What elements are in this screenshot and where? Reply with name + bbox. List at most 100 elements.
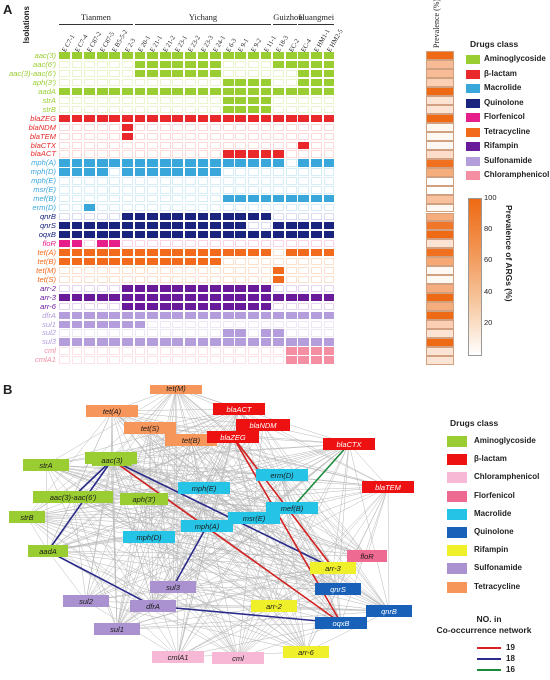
heatmap-cell [311,320,322,328]
prevalence-cell [426,302,454,311]
heatmap-cell [185,69,196,78]
legend-label: Aminoglycoside [484,54,546,63]
heatmap-cell [285,52,297,60]
network-node: blaACT [213,403,265,415]
prevalence-cell [426,212,454,222]
heatmap-cell [311,168,322,176]
heatmap-cell [59,231,70,239]
heatmap-cell [109,231,121,239]
cooccurrence-legend-label: 18 [506,654,515,663]
heatmap-cell [210,356,221,364]
heatmap-cell [96,132,108,140]
heatmap-cell [172,275,184,284]
heatmap-cell [235,302,247,310]
network-node: sul3 [150,581,196,593]
heatmap-cell [134,239,146,248]
heatmap-cell [109,266,121,275]
group-divider-line [298,24,335,25]
network-edge [237,507,293,659]
network-edge [116,536,150,630]
gene-label: tet(S) [37,274,56,284]
heatmap-cell [323,132,335,140]
heatmap-cell [285,87,297,96]
heatmap-cell [235,186,247,194]
heatmap-cell [147,213,158,221]
network-edge [148,536,307,653]
heatmap-cell [59,195,70,203]
heatmap-cell [235,69,247,78]
heatmap-cell [147,302,158,310]
heatmap-cell [109,204,121,212]
heatmap-cell [323,222,335,230]
heatmap-cell [323,204,335,212]
cooccurrence-network: tet(M) tet(A) tet(S) tet(B) blaACT blaNDMblaZ… [9,385,414,664]
heatmap-cell [109,141,121,149]
heatmap-cell [260,177,272,185]
heatmap-cell [285,347,297,355]
heatmap-cell [147,60,158,69]
node-label: tet(B) [182,436,201,445]
heatmap-cell [197,114,209,122]
heatmap-cell [260,248,272,257]
heatmap-cell [285,266,297,275]
network-edge [148,387,177,538]
heatmap-cell [159,347,171,355]
heatmap-cell [109,150,121,158]
heatmap-cell [210,248,221,257]
gene-label: mph(E) [31,176,56,186]
network-node: mph(D) [123,531,175,543]
network-edge [206,525,339,590]
heatmap-cell [59,248,70,257]
heatmap-cell [260,329,272,337]
node-label: arr-3 [325,564,342,573]
heatmap-cell [159,114,171,122]
node-label: sul1 [110,625,124,634]
heatmap-cell [96,257,108,266]
gene-label: arr-3 [40,292,56,302]
heatmap-cell [235,222,247,230]
heatmap-cell [84,338,95,346]
node-box [150,385,202,394]
heatmap-cell [285,78,297,87]
network-edge [111,459,118,630]
heatmap-cell [235,96,247,105]
heatmap-cell [147,150,158,158]
heatmap-cell [147,347,158,355]
heatmap-cell [311,266,322,275]
gene-label: erm(D) [32,203,56,213]
heatmap-cell [298,311,310,319]
prevalence-cell [426,239,454,249]
heatmap-cell [311,222,322,230]
heatmap-cell [273,69,284,78]
heatmap-cell [172,195,184,203]
heatmap-cell [159,177,171,185]
heatmap-cell [59,266,70,275]
heatmap-cell [248,266,259,275]
heatmap-cell [122,320,133,328]
node-label: dfrA [146,602,160,611]
gene-label: blaNDM [28,122,56,132]
heatmap-cell [235,87,247,96]
network-edge [45,464,283,476]
heatmap-cell [285,257,297,266]
heatmap-cell [260,213,272,221]
heatmap-cell [185,320,196,328]
heatmap-cell [248,204,259,212]
heatmap-cell [84,347,95,355]
heatmap-cell [235,60,247,69]
heatmap-cell [298,150,310,158]
heatmap-cell [84,52,95,60]
heatmap-cell [109,248,121,257]
heatmap-cell [273,78,284,87]
heatmap-cell [285,275,297,284]
heatmap-cell [59,257,70,266]
heatmap-cell [323,123,335,131]
heatmap-cell [260,204,272,212]
network-edge [177,567,334,658]
network-edge [177,487,205,658]
node-label: blaNDM [249,421,277,430]
heatmap-cell [172,248,184,257]
node-box [228,512,280,524]
highlight-edge [47,459,113,552]
network-edge [47,443,350,552]
